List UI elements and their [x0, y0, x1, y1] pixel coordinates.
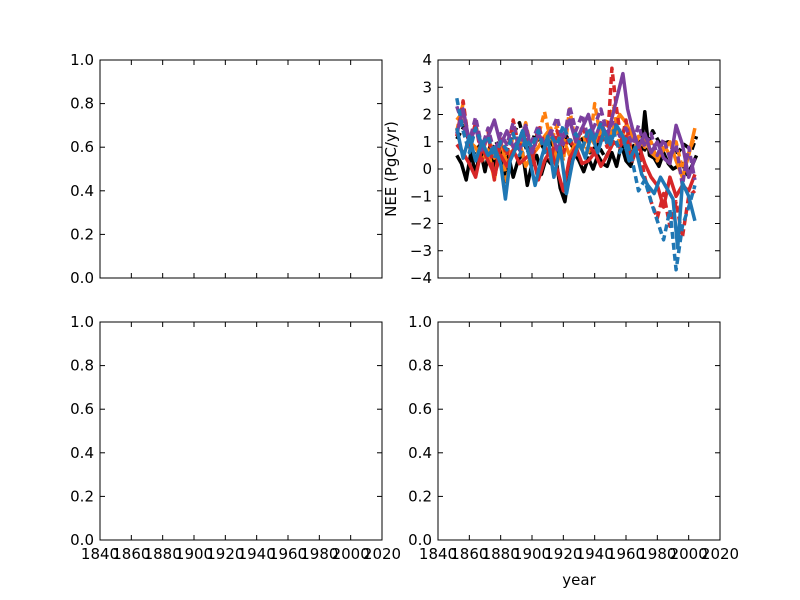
y-tick-label: 0.8: [408, 357, 432, 375]
y-tick-label: 1.0: [70, 51, 94, 69]
y-tick-label: 0: [422, 160, 432, 178]
x-tick-label: 1880: [482, 545, 520, 563]
y-tick-label: 1.0: [70, 313, 94, 331]
x-tick-label: 1960: [607, 545, 645, 563]
x-tick-label: 2020: [363, 545, 401, 563]
y-tick-label: 0.0: [70, 269, 94, 287]
x-tick-label: 1880: [144, 545, 182, 563]
subplot-top-left: 0.0 0.2 0.4 0.6 0.8 1.0: [70, 51, 383, 287]
subplot-bottom-right: 0.00.20.40.60.81.01840186018801900192019…: [408, 313, 739, 563]
series-group: [455, 66, 699, 272]
x-tick-label: 1860: [112, 545, 150, 563]
x-tick-label: 1920: [544, 545, 582, 563]
y-tick-label: 0.0: [408, 531, 432, 549]
subplot-top-right: −4 −3 −2 −1 0 1 2 3 4: [410, 51, 721, 287]
series-line-9: [455, 97, 697, 272]
y-tick-label: 0.6: [70, 400, 94, 418]
x-tick-label: 1940: [576, 545, 614, 563]
x-tick-label: 1860: [450, 545, 488, 563]
plot-area: [99, 59, 383, 279]
y-tick-label: 2: [422, 106, 432, 124]
x-tick-label: 1980: [638, 545, 676, 563]
y-tick-label: 0.4: [70, 182, 94, 200]
y-tick-label: −4: [410, 269, 432, 287]
series-line-8: [455, 123, 697, 250]
y-tick-label: 0.2: [408, 487, 432, 505]
y-tick-label: 0.2: [70, 225, 94, 243]
y-tick-label: 1.0: [408, 313, 432, 331]
x-tick-label: 1900: [513, 545, 551, 563]
y-tick-label: −1: [410, 187, 432, 205]
x-tick-label: 1920: [206, 545, 244, 563]
y-tick-label: 0.6: [70, 138, 94, 156]
y-tick-label: −3: [410, 242, 432, 260]
x-tick-label: 2020: [701, 545, 739, 563]
x-tick-label: 2000: [332, 545, 370, 563]
y-tick-label: 0.4: [70, 444, 94, 462]
x-tick-label: 1840: [81, 545, 119, 563]
x-tick-label: 1940: [238, 545, 276, 563]
y-tick-label: 0.2: [70, 487, 94, 505]
subplot-bottom-left: 0.00.20.40.60.81.01840186018801900192019…: [70, 313, 401, 563]
y-tick-label: −2: [410, 215, 432, 233]
y-tick-label: 1: [422, 133, 432, 151]
y-tick-label: 0.6: [408, 400, 432, 418]
y-tick-label: 0.8: [70, 95, 94, 113]
plot-area: [99, 321, 383, 541]
y-axis-label: NEE (PgC/yr): [382, 121, 400, 217]
x-tick-label: 1840: [419, 545, 457, 563]
x-axis-label: year: [562, 571, 596, 589]
series-line-7: [455, 104, 697, 188]
y-tick-label: 3: [422, 78, 432, 96]
x-tick-label: 1960: [269, 545, 307, 563]
x-tick-label: 1980: [300, 545, 338, 563]
x-tick-label: 2000: [670, 545, 708, 563]
y-tick-label: 0.4: [408, 444, 432, 462]
y-tick-label: 4: [422, 51, 432, 69]
series-line-3: [455, 101, 697, 185]
plot-area: [437, 321, 721, 541]
y-tick-label: 0.8: [70, 357, 94, 375]
y-tick-label: 0.0: [70, 531, 94, 549]
x-tick-label: 1900: [175, 545, 213, 563]
